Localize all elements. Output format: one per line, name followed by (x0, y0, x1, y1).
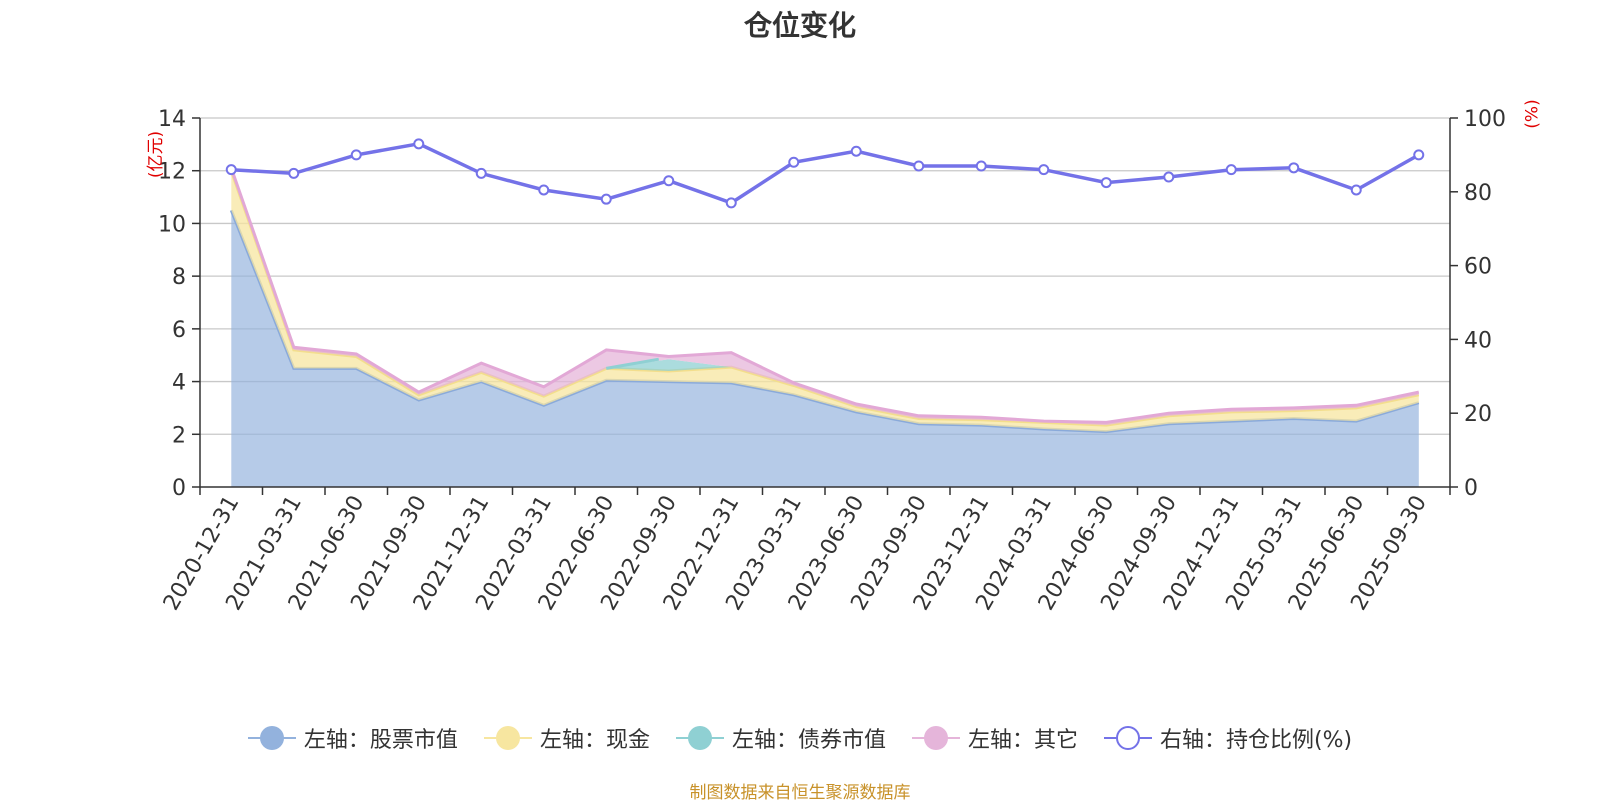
legend-item-ratio[interactable]: 右轴：持仓比例(%) (1103, 722, 1353, 754)
left-axis-tick-label: 4 (172, 371, 186, 396)
right-axis-tick-label: 0 (1464, 476, 1478, 501)
ratio-point (975, 160, 987, 172)
left-axis-tick-label: 10 (158, 212, 186, 237)
ratio-point (1100, 177, 1112, 189)
left-axis-tick-label: 14 (158, 107, 186, 132)
ratio-point (725, 197, 737, 209)
legend-stock-label: 左轴：股票市值 (303, 728, 458, 753)
left-axis-tick-label: 8 (172, 265, 186, 290)
legend-item-other[interactable]: 左轴：其它 (911, 722, 1078, 754)
legend-cash-label: 左轴：现金 (539, 728, 650, 753)
left-axis-tick-label: 2 (172, 423, 186, 448)
ratio-point (1350, 184, 1362, 196)
ratio-point (1413, 149, 1425, 161)
area-stock (231, 210, 1419, 488)
ratio-point (350, 149, 362, 161)
position-change-chart: 024681012140204060801002020-12-312021-03… (158, 107, 1506, 615)
line-other (229, 167, 1420, 424)
ratio-point (1163, 171, 1175, 183)
right-axis-tick-label: 60 (1464, 255, 1492, 280)
left-axis-tick-label: 12 (158, 160, 186, 185)
ratio-point (413, 138, 425, 150)
legend-ratio-label: 右轴：持仓比例(%) (1159, 728, 1353, 753)
legend-other-label: 左轴：其它 (967, 728, 1078, 753)
left-axis-tick-label: 6 (172, 318, 186, 343)
ratio-point (1038, 164, 1050, 176)
ratio-point (850, 145, 862, 157)
ratio-point (288, 167, 300, 179)
ratio-point (913, 160, 925, 172)
ratio-point (788, 156, 800, 168)
legend-ratio-icon (1103, 726, 1152, 750)
right-axis-tick-label: 80 (1464, 181, 1492, 206)
chart-title: 仓位变化 (743, 9, 856, 42)
right-axis-tick-label: 40 (1464, 328, 1492, 353)
legend-other-icon (911, 726, 960, 750)
line-bond-visible (605, 357, 660, 370)
legend-bond-icon (675, 726, 724, 750)
legend-stock-icon (247, 726, 296, 750)
line-ratio (231, 141, 1420, 205)
ratio-point (600, 193, 612, 205)
ratio-point (538, 184, 550, 196)
legend-item-cash[interactable]: 左轴：现金 (483, 722, 650, 754)
left-axis-unit-label: (亿元) (146, 130, 167, 179)
data-source-note: 制图数据来自恒生聚源数据库 (689, 783, 911, 803)
left-axis-tick-label: 0 (172, 476, 186, 501)
ratio-point (475, 167, 487, 179)
legend-bond-label: 左轴：债券市值 (731, 728, 886, 753)
right-axis-unit-label: (%) (1522, 99, 1543, 129)
ratio-point (1288, 162, 1300, 174)
legend-cash-icon (483, 726, 532, 750)
ratio-point (663, 175, 675, 187)
legend-item-bond[interactable]: 左轴：债券市值 (675, 722, 886, 754)
right-axis-tick-label: 20 (1464, 402, 1492, 427)
legend-item-stock[interactable]: 左轴：股票市值 (247, 722, 458, 754)
ratio-point (1225, 164, 1237, 176)
ratio-point (225, 164, 237, 176)
right-axis-tick-label: 100 (1464, 107, 1506, 132)
chart-legend: 左轴：股票市值 左轴：现金 左轴：债券市值 左轴：其它 右轴：持仓比例(%) (0, 722, 1600, 754)
